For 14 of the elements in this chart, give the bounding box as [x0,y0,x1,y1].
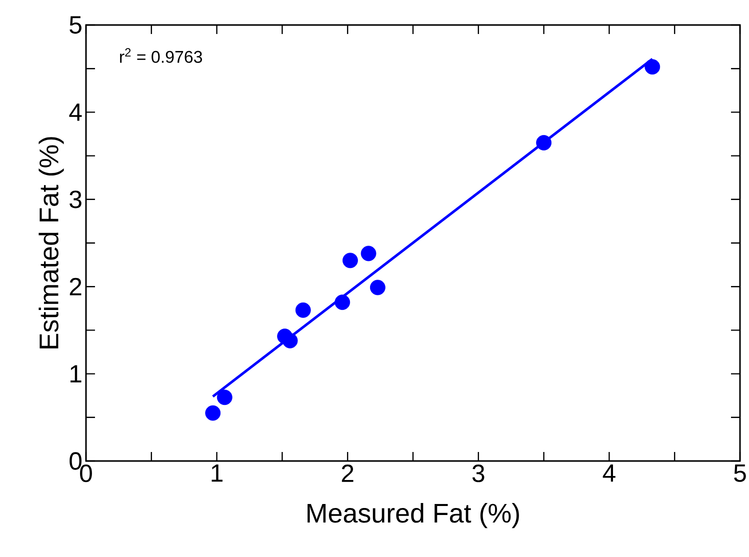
y-tick-label: 0 [70,452,82,470]
x-tick-label: 3 [472,464,484,482]
x-tick-label: 2 [342,464,354,482]
x-tick-label: 4 [602,464,616,482]
y-tick-label: 2 [70,278,82,296]
y-tick-label: 5 [70,16,82,34]
x-axis-title: Measured Fat (%) [308,502,519,528]
annotation: r$^{2}$ = 0.9763 [120,48,202,63]
y-axis-title: Estimated Fat (%) [38,137,64,348]
y-tick-label: 1 [70,365,82,382]
y-tick-label: 3 [70,190,82,208]
y-tick-label: 4 [69,104,82,121]
x-tick-label: 1 [212,464,223,482]
x-tick-label: 5 [734,464,746,482]
